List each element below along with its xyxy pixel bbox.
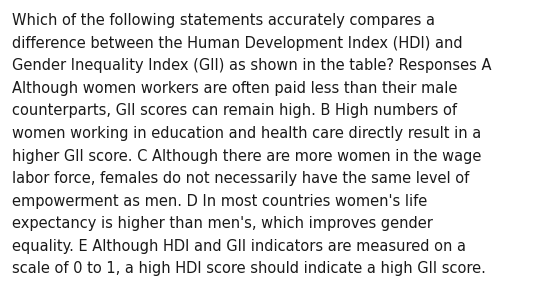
Text: Which of the following statements accurately compares a: Which of the following statements accura… <box>12 13 435 28</box>
Text: Although women workers are often paid less than their male: Although women workers are often paid le… <box>12 81 458 96</box>
Text: labor force, females do not necessarily have the same level of: labor force, females do not necessarily … <box>12 171 469 186</box>
Text: expectancy is higher than men's, which improves gender: expectancy is higher than men's, which i… <box>12 216 433 231</box>
Text: higher GII score. C Although there are more women in the wage: higher GII score. C Although there are m… <box>12 149 482 163</box>
Text: counterparts, GII scores can remain high. B High numbers of: counterparts, GII scores can remain high… <box>12 103 457 118</box>
Text: women working in education and health care directly result in a: women working in education and health ca… <box>12 126 482 141</box>
Text: difference between the Human Development Index (HDI) and: difference between the Human Development… <box>12 36 463 51</box>
Text: scale of 0 to 1, a high HDI score should indicate a high GII score.: scale of 0 to 1, a high HDI score should… <box>12 261 486 276</box>
Text: empowerment as men. D In most countries women's life: empowerment as men. D In most countries … <box>12 194 427 209</box>
Text: equality. E Although HDI and GII indicators are measured on a: equality. E Although HDI and GII indicat… <box>12 239 466 254</box>
Text: Gender Inequality Index (GII) as shown in the table? Responses A: Gender Inequality Index (GII) as shown i… <box>12 58 492 73</box>
